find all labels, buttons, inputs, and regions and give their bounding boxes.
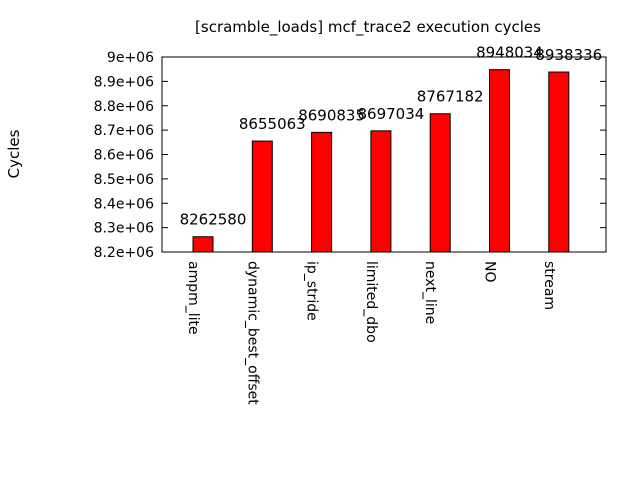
y-tick-label: 8.5e+06 — [94, 172, 155, 188]
y-tick-label: 8.2e+06 — [94, 245, 155, 261]
y-tick-label: 8.6e+06 — [94, 148, 155, 164]
bars — [192, 69, 570, 253]
category-label-NO: NO — [482, 261, 498, 283]
data-label-dynamic_best_offset: 8655063 — [239, 115, 306, 133]
data-label-stream: 8938336 — [535, 46, 602, 64]
data-label-next_line: 8767182 — [417, 88, 484, 106]
data-label-limited_dbo: 8697034 — [357, 105, 424, 123]
y-axis-label: Cycles — [5, 129, 23, 178]
data-label-ip_stride: 8690835 — [298, 106, 365, 124]
bar-stream — [548, 71, 570, 253]
y-tick-label: 8.8e+06 — [94, 99, 155, 115]
data-label-ampm_lite: 8262580 — [180, 211, 247, 229]
category-label-dynamic_best_offset: dynamic_best_offset — [244, 261, 260, 405]
y-tick-label: 8.7e+06 — [94, 123, 155, 139]
bar-ampm_lite — [192, 236, 214, 253]
y-tick-label: 8.3e+06 — [94, 221, 155, 237]
category-label-stream: stream — [541, 261, 557, 310]
bar-dynamic_best_offset — [251, 140, 273, 253]
y-tick-label: 9e+06 — [107, 50, 154, 66]
x-axis-categories: ampm_lite dynamic_best_offset ip_stride lim… — [185, 261, 557, 405]
chart-title: [scramble_loads] mcf_trace2 execution cy… — [195, 18, 541, 37]
bar-ip_stride — [311, 131, 333, 253]
category-label-next_line: next_line — [422, 261, 438, 324]
bar-NO — [489, 69, 510, 253]
category-label-limited_dbo: limited_dbo — [363, 261, 379, 343]
data-label-NO: 8948034 — [476, 44, 543, 62]
y-axis-ticks: 8.2e+06 8.3e+06 8.4e+06 8.5e+06 8.6e+06 8.7e+… — [94, 50, 606, 261]
bar-next_line — [429, 113, 451, 253]
category-label-ampm_lite: ampm_lite — [185, 261, 201, 335]
y-tick-label: 8.4e+06 — [94, 196, 155, 212]
bar-limited_dbo — [370, 130, 392, 253]
y-tick-label: 8.9e+06 — [94, 74, 155, 90]
category-label-ip_stride: ip_stride — [304, 261, 320, 321]
